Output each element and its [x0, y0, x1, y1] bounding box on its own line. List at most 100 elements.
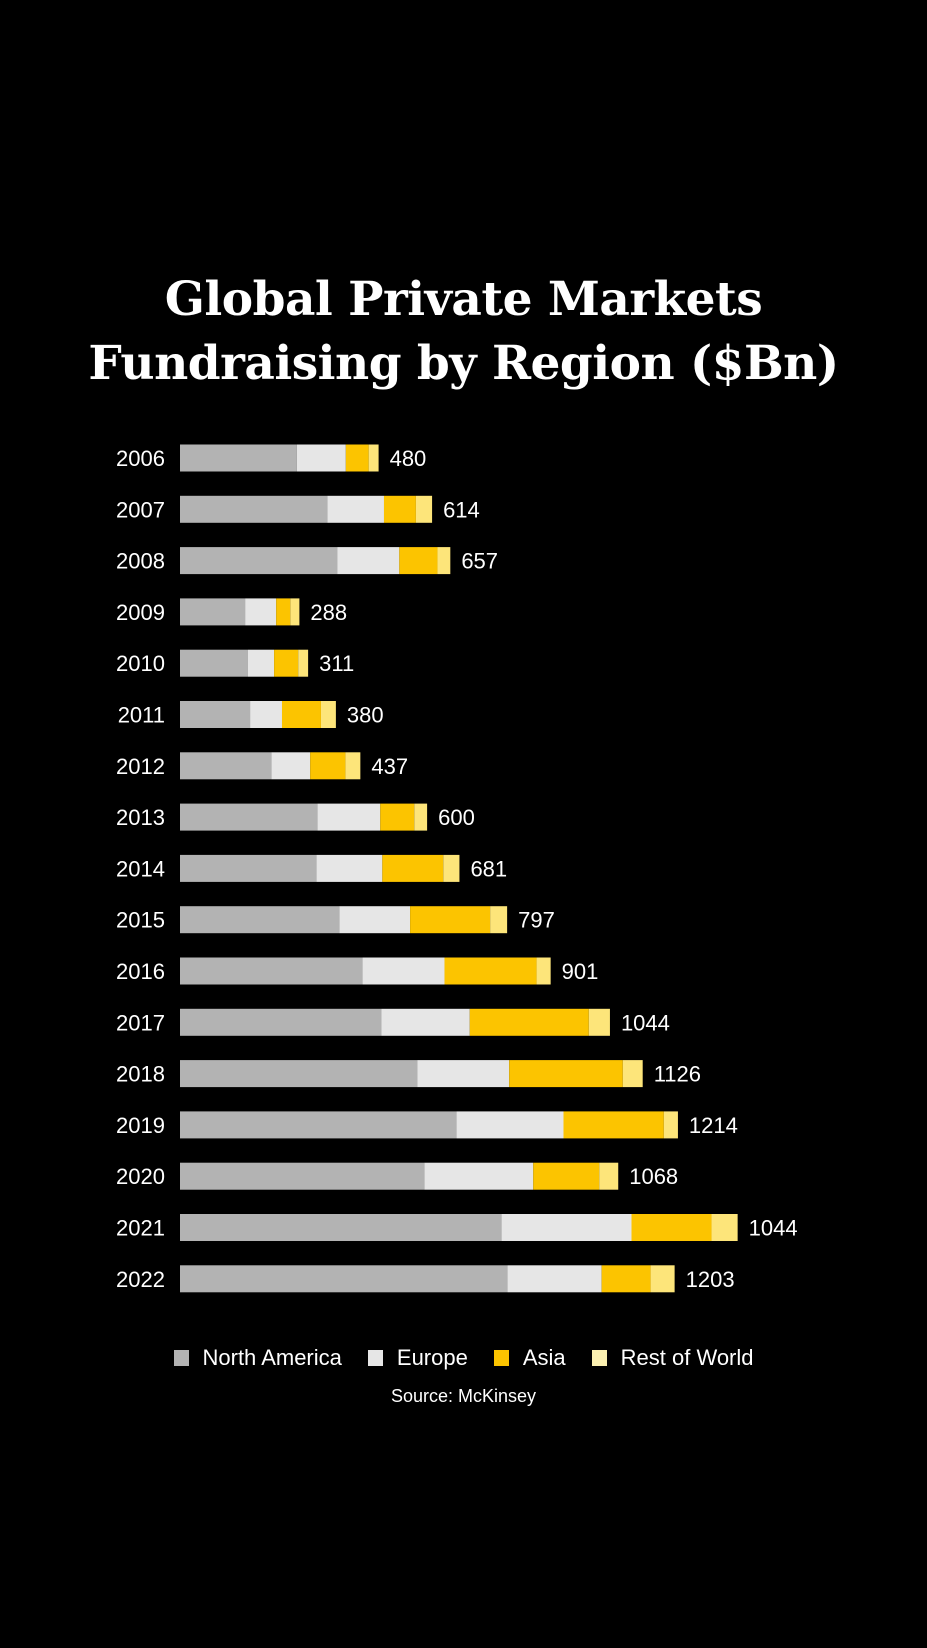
bar-segment-rest-of-world — [298, 649, 309, 677]
year-label: 2011 — [118, 703, 165, 728]
bar-segment-europe — [339, 906, 411, 934]
bar-row-2009: 2009 288 — [116, 598, 347, 626]
year-label: 2009 — [116, 600, 165, 625]
legend-item-asia: Asia — [493, 1345, 566, 1371]
year-label: 2015 — [116, 908, 165, 933]
bar-segment-europe — [271, 752, 311, 780]
bar-row-2008: 2008 657 — [116, 547, 498, 575]
bar-segment-europe — [247, 649, 275, 677]
bar-row-2011: 2011 380 — [118, 701, 384, 728]
bar-segment-rest-of-world — [588, 1008, 610, 1036]
legend-label: Rest of World — [620, 1345, 754, 1370]
year-label: 2008 — [116, 549, 165, 574]
bar-segment-rest-of-world — [663, 1111, 678, 1139]
bar-segment-europe — [456, 1111, 564, 1139]
legend-swatch — [367, 1350, 383, 1366]
bar-segment-asia — [601, 1265, 651, 1293]
bar-row-2010: 2010 311 — [116, 649, 354, 677]
total-label: 1044 — [621, 1010, 670, 1035]
bar-row-2006: 2006 480 — [116, 444, 426, 472]
bar-segment-rest-of-world — [290, 598, 300, 626]
bar-segment-north-america — [180, 1060, 418, 1088]
bar-segment-north-america — [180, 752, 272, 780]
legend-item-north-america: North America — [173, 1345, 342, 1371]
total-label: 1126 — [654, 1062, 701, 1087]
bar-segment-rest-of-world — [415, 495, 433, 523]
total-label: 288 — [310, 600, 347, 625]
bar-row-2018: 2018 1126 — [116, 1060, 701, 1088]
bar-segment-north-america — [180, 547, 338, 575]
total-label: 311 — [319, 651, 354, 676]
bar-row-2014: 2014 681 — [116, 854, 507, 882]
total-label: 600 — [438, 805, 475, 830]
source-note: Source: McKinsey — [390, 1386, 537, 1406]
bar-segment-europe — [317, 803, 381, 831]
legend-label: Asia — [522, 1345, 566, 1370]
bar-row-2019: 2019 1214 — [116, 1111, 738, 1139]
bar-segment-rest-of-world — [490, 906, 508, 934]
bar-segment-rest-of-world — [320, 701, 336, 728]
bar-segment-asia — [345, 444, 369, 472]
bar-segment-europe — [362, 957, 445, 985]
bar-segment-europe — [501, 1214, 632, 1241]
bar-segment-asia — [382, 854, 444, 882]
bar-row-2022: 2022 1203 — [116, 1265, 735, 1293]
bar-segment-north-america — [180, 495, 328, 523]
bar-segment-asia — [631, 1214, 712, 1241]
total-label: 1044 — [749, 1216, 798, 1241]
bar-segment-north-america — [180, 1162, 425, 1190]
title-line-1: Global Private Markets — [164, 272, 763, 327]
legend-swatch — [173, 1350, 189, 1366]
bar-segment-north-america — [180, 444, 297, 472]
bar-row-2013: 2013 600 — [116, 803, 475, 831]
bar-segment-north-america — [180, 854, 317, 882]
year-label: 2007 — [116, 497, 165, 522]
year-label: 2010 — [116, 651, 165, 676]
bar-segment-asia — [444, 957, 537, 985]
bar-segment-asia — [399, 547, 438, 575]
bar-segment-asia — [509, 1060, 623, 1088]
bar-row-2021: 2021 1044 — [116, 1214, 798, 1241]
legend-item-europe: Europe — [367, 1345, 468, 1371]
bar-segment-rest-of-world — [622, 1060, 643, 1088]
bar-segment-north-america — [180, 1008, 382, 1036]
bar-segment-asia — [533, 1162, 600, 1190]
bar-row-2017: 2017 1044 — [116, 1008, 670, 1036]
bar-segment-rest-of-world — [711, 1214, 738, 1241]
legend-item-rest-of-world: Rest of World — [591, 1345, 754, 1371]
bar-segment-asia — [563, 1111, 664, 1139]
bar-segment-europe — [417, 1060, 510, 1088]
bar-segment-rest-of-world — [368, 444, 379, 472]
bar-segment-europe — [245, 598, 277, 626]
bar-segment-asia — [380, 803, 415, 831]
legend-swatch — [591, 1350, 607, 1366]
legend-label: North America — [202, 1345, 342, 1370]
year-label: 2017 — [116, 1010, 165, 1035]
year-label: 2020 — [116, 1164, 165, 1189]
total-label: 797 — [518, 908, 555, 933]
bar-segment-rest-of-world — [437, 547, 451, 575]
title-line-2: Fundraising by Region ($Bn) — [88, 336, 839, 391]
bar-segment-europe — [316, 854, 383, 882]
year-label: 2016 — [116, 959, 165, 984]
bar-segment-north-america — [180, 598, 246, 626]
total-label: 437 — [371, 754, 408, 779]
bar-segment-europe — [250, 701, 282, 728]
year-label: 2013 — [116, 805, 165, 830]
bar-segment-north-america — [180, 701, 251, 728]
bar-segment-rest-of-world — [443, 854, 460, 882]
year-label: 2006 — [116, 446, 165, 471]
bar-segment-asia — [281, 701, 321, 728]
total-label: 1203 — [686, 1267, 735, 1292]
chart-title: Global Private Markets Fundraising by Re… — [0, 268, 927, 396]
bar-segment-north-america — [180, 803, 318, 831]
bar-segment-asia — [383, 495, 416, 523]
legend-swatch — [493, 1350, 509, 1366]
bar-segment-europe — [381, 1008, 470, 1036]
total-label: 681 — [470, 856, 507, 881]
bar-segment-rest-of-world — [345, 752, 361, 780]
bar-segment-europe — [337, 547, 400, 575]
total-label: 1068 — [629, 1164, 678, 1189]
